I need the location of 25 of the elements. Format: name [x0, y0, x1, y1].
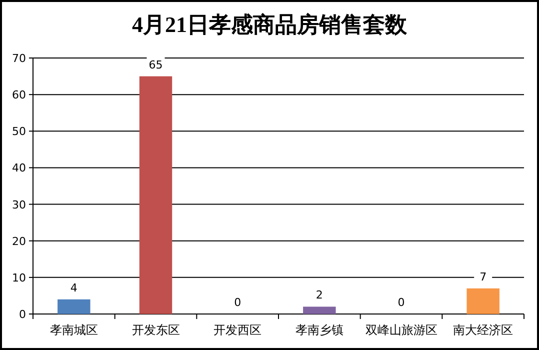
bar — [303, 306, 336, 314]
x-tick-label: 开发西区 — [214, 323, 262, 337]
bar — [58, 299, 90, 314]
bar — [466, 288, 500, 314]
y-tick-label: 40 — [12, 162, 26, 175]
y-tick-label: 70 — [12, 52, 26, 65]
y-tick-label: 0 — [19, 308, 26, 321]
data-label: 7 — [480, 270, 487, 284]
y-tick-label: 30 — [12, 198, 26, 212]
chart-title: 4月21日孝感商品房销售套数 — [132, 12, 408, 37]
x-tick-label: 开发东区 — [132, 323, 180, 337]
bar — [139, 76, 172, 314]
data-label: 0 — [398, 296, 405, 309]
x-tick-label: 孝南乡镇 — [295, 323, 344, 337]
x-tick-label: 孝南城区 — [50, 323, 98, 337]
x-tick-label: 南大经济区 — [453, 323, 514, 337]
data-label: 4 — [70, 281, 78, 294]
y-tick-label: 50 — [12, 125, 26, 138]
data-label: 65 — [148, 58, 163, 72]
data-label: 2 — [316, 288, 323, 302]
y-tick-label: 20 — [12, 234, 26, 248]
x-tick-label: 双峰山旅游区 — [365, 323, 438, 337]
y-tick-label: 60 — [12, 88, 26, 102]
data-label: 0 — [234, 296, 242, 309]
y-tick-label: 10 — [12, 271, 26, 284]
